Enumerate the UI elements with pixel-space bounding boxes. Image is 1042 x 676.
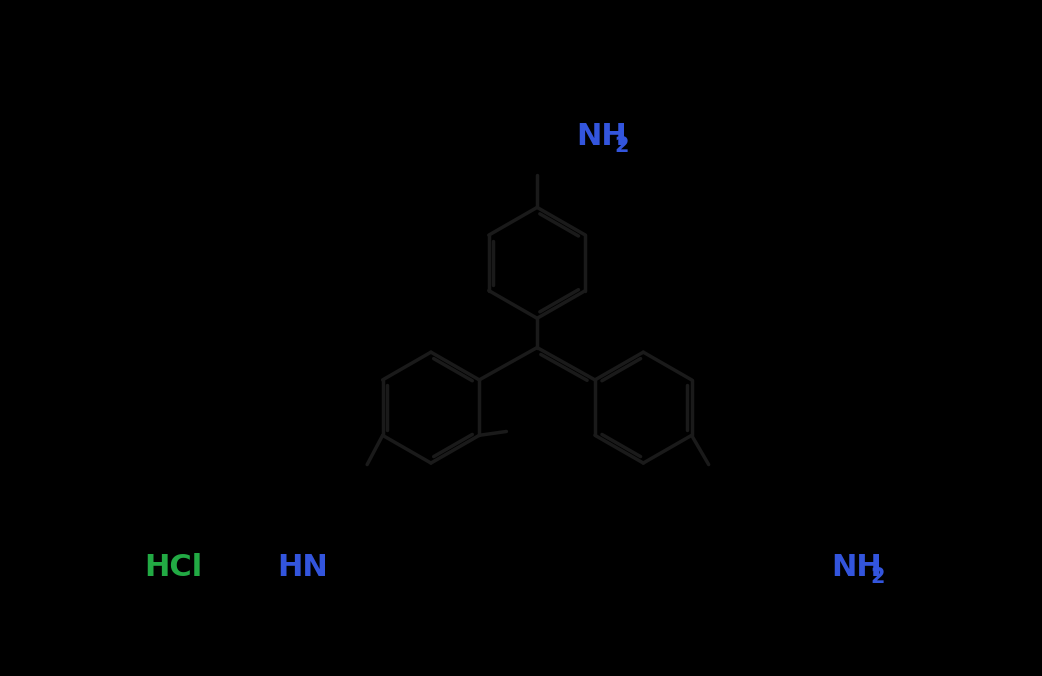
Text: HN: HN bbox=[277, 554, 328, 583]
Text: 2: 2 bbox=[870, 567, 885, 587]
Text: HCl: HCl bbox=[144, 554, 202, 583]
Text: NH: NH bbox=[576, 122, 626, 151]
Text: 2: 2 bbox=[615, 136, 629, 155]
Text: NH: NH bbox=[832, 554, 883, 583]
